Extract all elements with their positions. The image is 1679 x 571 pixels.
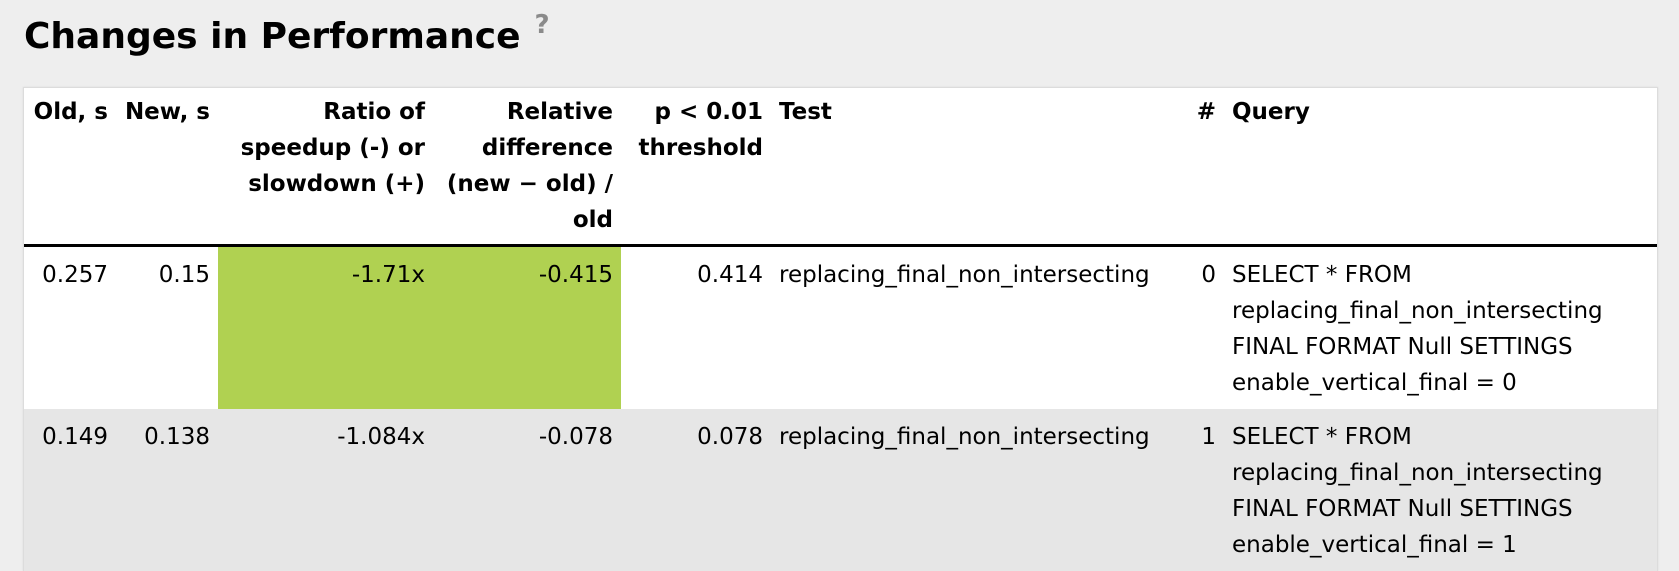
header-row: Old, s New, s Ratio of speedup (-) or sl… [24,88,1657,246]
performance-table: Old, s New, s Ratio of speedup (-) or sl… [24,88,1657,571]
cell-test: replacing_final_non_intersecting [771,409,1178,571]
cell-new: 0.15 [116,246,218,410]
cell-ratio: -1.084x [218,409,433,571]
cell-number: 0 [1178,246,1224,410]
header-threshold: p < 0.01 threshold [621,88,771,246]
table-row: 0.149 0.138 -1.084x -0.078 0.078 replaci… [24,409,1657,571]
cell-number: 1 [1178,409,1224,571]
cell-query: SELECT * FROM replacing_final_non_inters… [1224,409,1657,571]
cell-old: 0.257 [24,246,116,410]
page-title: Changes in Performance [24,12,521,62]
header-number: # [1178,88,1224,246]
table-body: 0.257 0.15 -1.71x -0.415 0.414 replacing… [24,246,1657,571]
header-query: Query [1224,88,1657,246]
cell-relative-difference: -0.078 [433,409,621,571]
cell-old: 0.149 [24,409,116,571]
table-header: Old, s New, s Ratio of speedup (-) or sl… [24,88,1657,246]
cell-threshold: 0.078 [621,409,771,571]
cell-threshold: 0.414 [621,246,771,410]
title-row: Changes in Performance ? [24,12,550,62]
performance-table-container: Old, s New, s Ratio of speedup (-) or sl… [23,87,1658,571]
header-new: New, s [116,88,218,246]
header-relative-difference: Relative difference (new − old) / old [433,88,621,246]
cell-new: 0.138 [116,409,218,571]
header-ratio: Ratio of speedup (-) or slowdown (+) [218,88,433,246]
help-icon[interactable]: ? [535,10,550,40]
header-test: Test [771,88,1178,246]
cell-test: replacing_final_non_intersecting [771,246,1178,410]
table-row: 0.257 0.15 -1.71x -0.415 0.414 replacing… [24,246,1657,410]
cell-relative-difference: -0.415 [433,246,621,410]
cell-ratio: -1.71x [218,246,433,410]
header-old: Old, s [24,88,116,246]
cell-query: SELECT * FROM replacing_final_non_inters… [1224,246,1657,410]
